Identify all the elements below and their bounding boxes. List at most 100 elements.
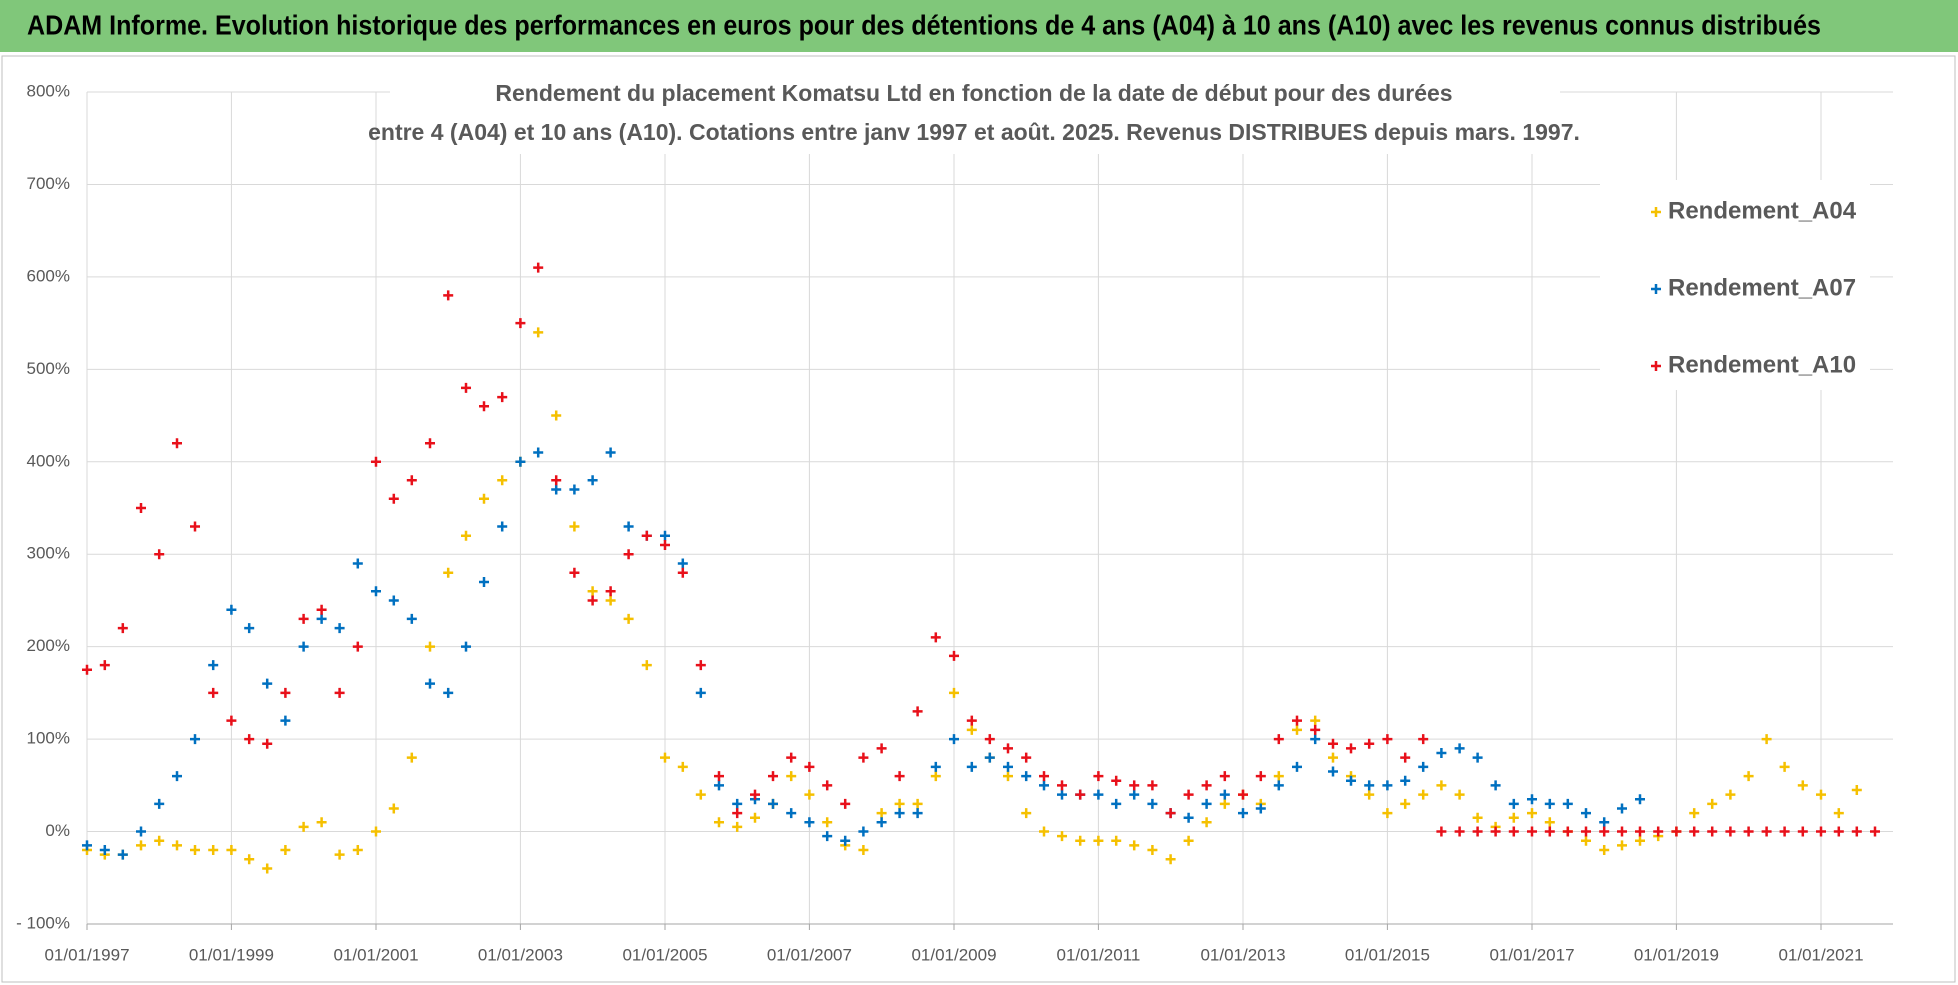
data-point [750, 789, 761, 800]
data-point [750, 812, 761, 823]
data-point [1635, 835, 1645, 846]
data-point [1382, 734, 1393, 745]
data-point [371, 456, 381, 467]
data-point [244, 854, 255, 865]
data-point [1147, 780, 1158, 791]
data-point [1527, 826, 1537, 837]
data-point [822, 817, 833, 828]
data-point [1093, 789, 1104, 800]
data-point [786, 771, 797, 782]
data-point [695, 660, 706, 671]
data-point [1039, 826, 1049, 837]
data-point [984, 734, 995, 745]
data-point [388, 803, 399, 814]
data-point [930, 632, 941, 643]
data-point [876, 817, 887, 828]
data-point [1039, 780, 1049, 791]
data-point [1201, 798, 1212, 809]
data-point [948, 650, 959, 661]
data-point [1129, 840, 1140, 851]
legend-background [1600, 180, 1870, 390]
data-point [1273, 771, 1284, 782]
data-point [82, 840, 92, 851]
data-point [1292, 761, 1302, 772]
data-point [1400, 798, 1411, 809]
data-point [1725, 826, 1736, 837]
data-point [786, 808, 797, 819]
data-point [226, 845, 237, 856]
x-tick-label: 01/01/2005 [622, 945, 707, 964]
data-point [280, 715, 291, 726]
data-point [1599, 817, 1610, 828]
data-point [912, 798, 923, 809]
data-point [732, 821, 743, 832]
y-tick-label: 300% [27, 544, 70, 563]
data-point [894, 798, 905, 809]
data-point [1418, 789, 1429, 800]
data-point [1707, 798, 1718, 809]
data-point [1508, 826, 1519, 837]
data-point [1400, 752, 1411, 763]
data-point [966, 724, 977, 735]
data-point [461, 530, 472, 541]
data-point [316, 613, 327, 624]
data-point [587, 475, 598, 486]
data-point [208, 845, 219, 856]
data-point [930, 771, 941, 782]
data-point [695, 789, 706, 800]
data-point [1273, 780, 1284, 791]
data-point [226, 715, 237, 726]
data-point [352, 641, 363, 652]
data-point [406, 475, 417, 486]
data-point [1003, 743, 1013, 754]
data-point [190, 521, 201, 532]
data-point [714, 771, 725, 782]
data-point [1779, 761, 1790, 772]
data-point [1129, 780, 1140, 791]
y-tick-label: 800% [27, 81, 70, 100]
data-point [1851, 784, 1862, 795]
data-point [1021, 771, 1032, 782]
data-point [659, 539, 670, 550]
data-point [1075, 789, 1086, 800]
series-points [82, 447, 1645, 860]
data-point [1255, 803, 1266, 814]
data-point [208, 687, 219, 698]
legend-label: Rendement_A10 [1668, 351, 1856, 378]
data-point [1689, 826, 1700, 837]
data-point [371, 586, 381, 597]
data-point [1400, 775, 1411, 786]
y-tick-label: 400% [27, 451, 70, 470]
data-point [1454, 826, 1465, 837]
data-point [1472, 812, 1483, 823]
data-point [1761, 734, 1772, 745]
data-point [497, 521, 508, 532]
data-point [334, 623, 345, 634]
data-point [1238, 808, 1248, 819]
data-point [1635, 794, 1645, 805]
series-points [82, 327, 1862, 874]
data-point [623, 549, 634, 560]
data-point [677, 558, 688, 569]
data-point [515, 318, 526, 329]
data-point [822, 780, 833, 791]
data-point [1346, 743, 1356, 754]
data-point [99, 660, 110, 671]
data-point [876, 808, 887, 819]
data-point [371, 826, 381, 837]
data-point [1328, 752, 1338, 763]
data-point [623, 521, 634, 532]
data-point [641, 530, 652, 541]
data-point [822, 831, 833, 842]
data-point [298, 613, 309, 624]
x-tick-label: 01/01/2019 [1634, 945, 1719, 964]
data-point [1292, 724, 1302, 735]
legend-marker [1651, 361, 1661, 371]
chart-subtitle: Rendement du placement Komatsu Ltd en fo… [495, 80, 1452, 106]
data-point [352, 558, 363, 569]
data-point [1707, 826, 1718, 837]
data-point [479, 401, 490, 412]
data-point [1418, 761, 1429, 772]
data-point [443, 290, 454, 301]
data-point [1761, 826, 1772, 837]
